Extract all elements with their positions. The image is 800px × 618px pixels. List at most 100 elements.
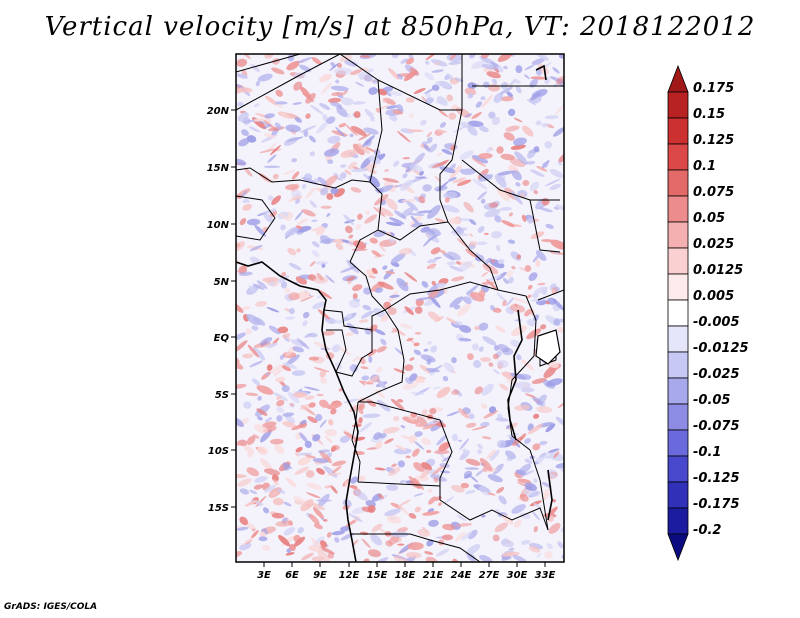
lon-tick: 27E — [479, 562, 500, 581]
field-patch — [468, 413, 475, 420]
field-patch — [522, 125, 534, 137]
field-patch — [304, 440, 312, 449]
field-patch — [536, 165, 548, 172]
field-patch — [557, 541, 564, 549]
field-patch — [540, 452, 549, 461]
field-patch — [346, 276, 356, 281]
field-patch — [283, 136, 299, 146]
field-patch — [340, 526, 350, 532]
field-patch — [499, 383, 509, 391]
field-patch — [421, 462, 432, 471]
field-patch — [262, 507, 270, 514]
field-patch — [481, 436, 492, 440]
field-patch — [236, 526, 249, 531]
field-patch — [421, 437, 432, 446]
field-patch — [396, 278, 409, 292]
field-patch — [422, 184, 432, 192]
field-patch — [334, 537, 340, 543]
field-patch — [545, 223, 554, 229]
field-patch — [412, 448, 420, 457]
field-patch — [362, 304, 372, 311]
field-patch — [292, 346, 304, 353]
field-patch — [259, 531, 266, 538]
field-patch — [375, 287, 384, 293]
field-patch — [555, 462, 564, 469]
field-patch — [324, 148, 340, 157]
field-patch — [327, 135, 341, 144]
field-patch — [523, 488, 540, 497]
field-patch — [392, 415, 400, 422]
field-patch — [331, 460, 347, 467]
field-patch — [396, 130, 411, 143]
field-patch — [456, 179, 472, 187]
field-patch — [296, 218, 309, 225]
field-patch — [414, 506, 422, 513]
field-patch — [251, 325, 259, 331]
field-patch — [487, 274, 502, 282]
field-patch — [534, 286, 548, 294]
lon-label-24e: 24E — [451, 570, 472, 581]
field-patch — [491, 259, 495, 263]
field-patch — [471, 425, 488, 431]
field-patch — [307, 416, 318, 424]
field-patch — [375, 367, 383, 373]
field-patch — [294, 210, 303, 221]
field-patch — [357, 143, 370, 154]
field-patch — [327, 159, 334, 164]
field-patch — [558, 153, 564, 163]
field-patch — [513, 519, 522, 528]
field-patch — [413, 342, 420, 347]
field-patch — [330, 408, 337, 415]
field-patch — [536, 406, 553, 413]
field-patch — [539, 440, 548, 446]
field-patch — [494, 174, 507, 187]
field-patch — [480, 198, 486, 204]
field-patch — [317, 176, 327, 186]
field-patch — [496, 292, 507, 303]
field-patch — [535, 54, 549, 61]
field-patch — [425, 92, 431, 99]
field-patch — [362, 413, 381, 419]
field-patch — [439, 166, 456, 174]
field-patch — [282, 332, 291, 339]
field-patch — [236, 474, 247, 479]
field-patch — [243, 401, 252, 409]
colorbar-label: -0.0125 — [693, 341, 749, 356]
field-patch — [500, 539, 514, 548]
field-patch — [253, 484, 263, 490]
field-patch — [458, 439, 463, 442]
field-patch — [246, 435, 256, 445]
field-patch — [317, 449, 331, 453]
field-patch — [330, 62, 336, 68]
field-patch — [474, 386, 484, 395]
field-patch — [287, 247, 297, 256]
field-patch — [488, 406, 497, 414]
field-patch — [340, 149, 358, 158]
colorbar-label: 0.125 — [693, 133, 734, 148]
field-patch — [306, 482, 322, 490]
field-patch — [365, 210, 370, 215]
field-patch — [264, 95, 278, 106]
field-patch — [519, 433, 527, 441]
field-patch — [363, 173, 371, 180]
colorbar-segment — [667, 481, 689, 509]
field-patch — [408, 435, 418, 444]
field-patch — [546, 543, 553, 550]
field-patch — [367, 349, 377, 357]
field-patch — [350, 125, 367, 137]
field-patch — [471, 112, 482, 119]
field-patch — [481, 281, 495, 285]
field-patch — [285, 552, 295, 556]
field-patch — [449, 165, 462, 179]
field-patch — [430, 297, 441, 308]
field-patch — [305, 291, 310, 297]
field-patch — [435, 80, 452, 88]
field-patch — [496, 187, 510, 202]
field-patch — [421, 281, 429, 288]
field-patch — [529, 92, 542, 101]
field-patch — [455, 261, 462, 265]
field-patch — [310, 104, 324, 115]
field-patch — [539, 207, 553, 213]
field-patch — [236, 158, 247, 166]
field-patch — [324, 435, 333, 443]
